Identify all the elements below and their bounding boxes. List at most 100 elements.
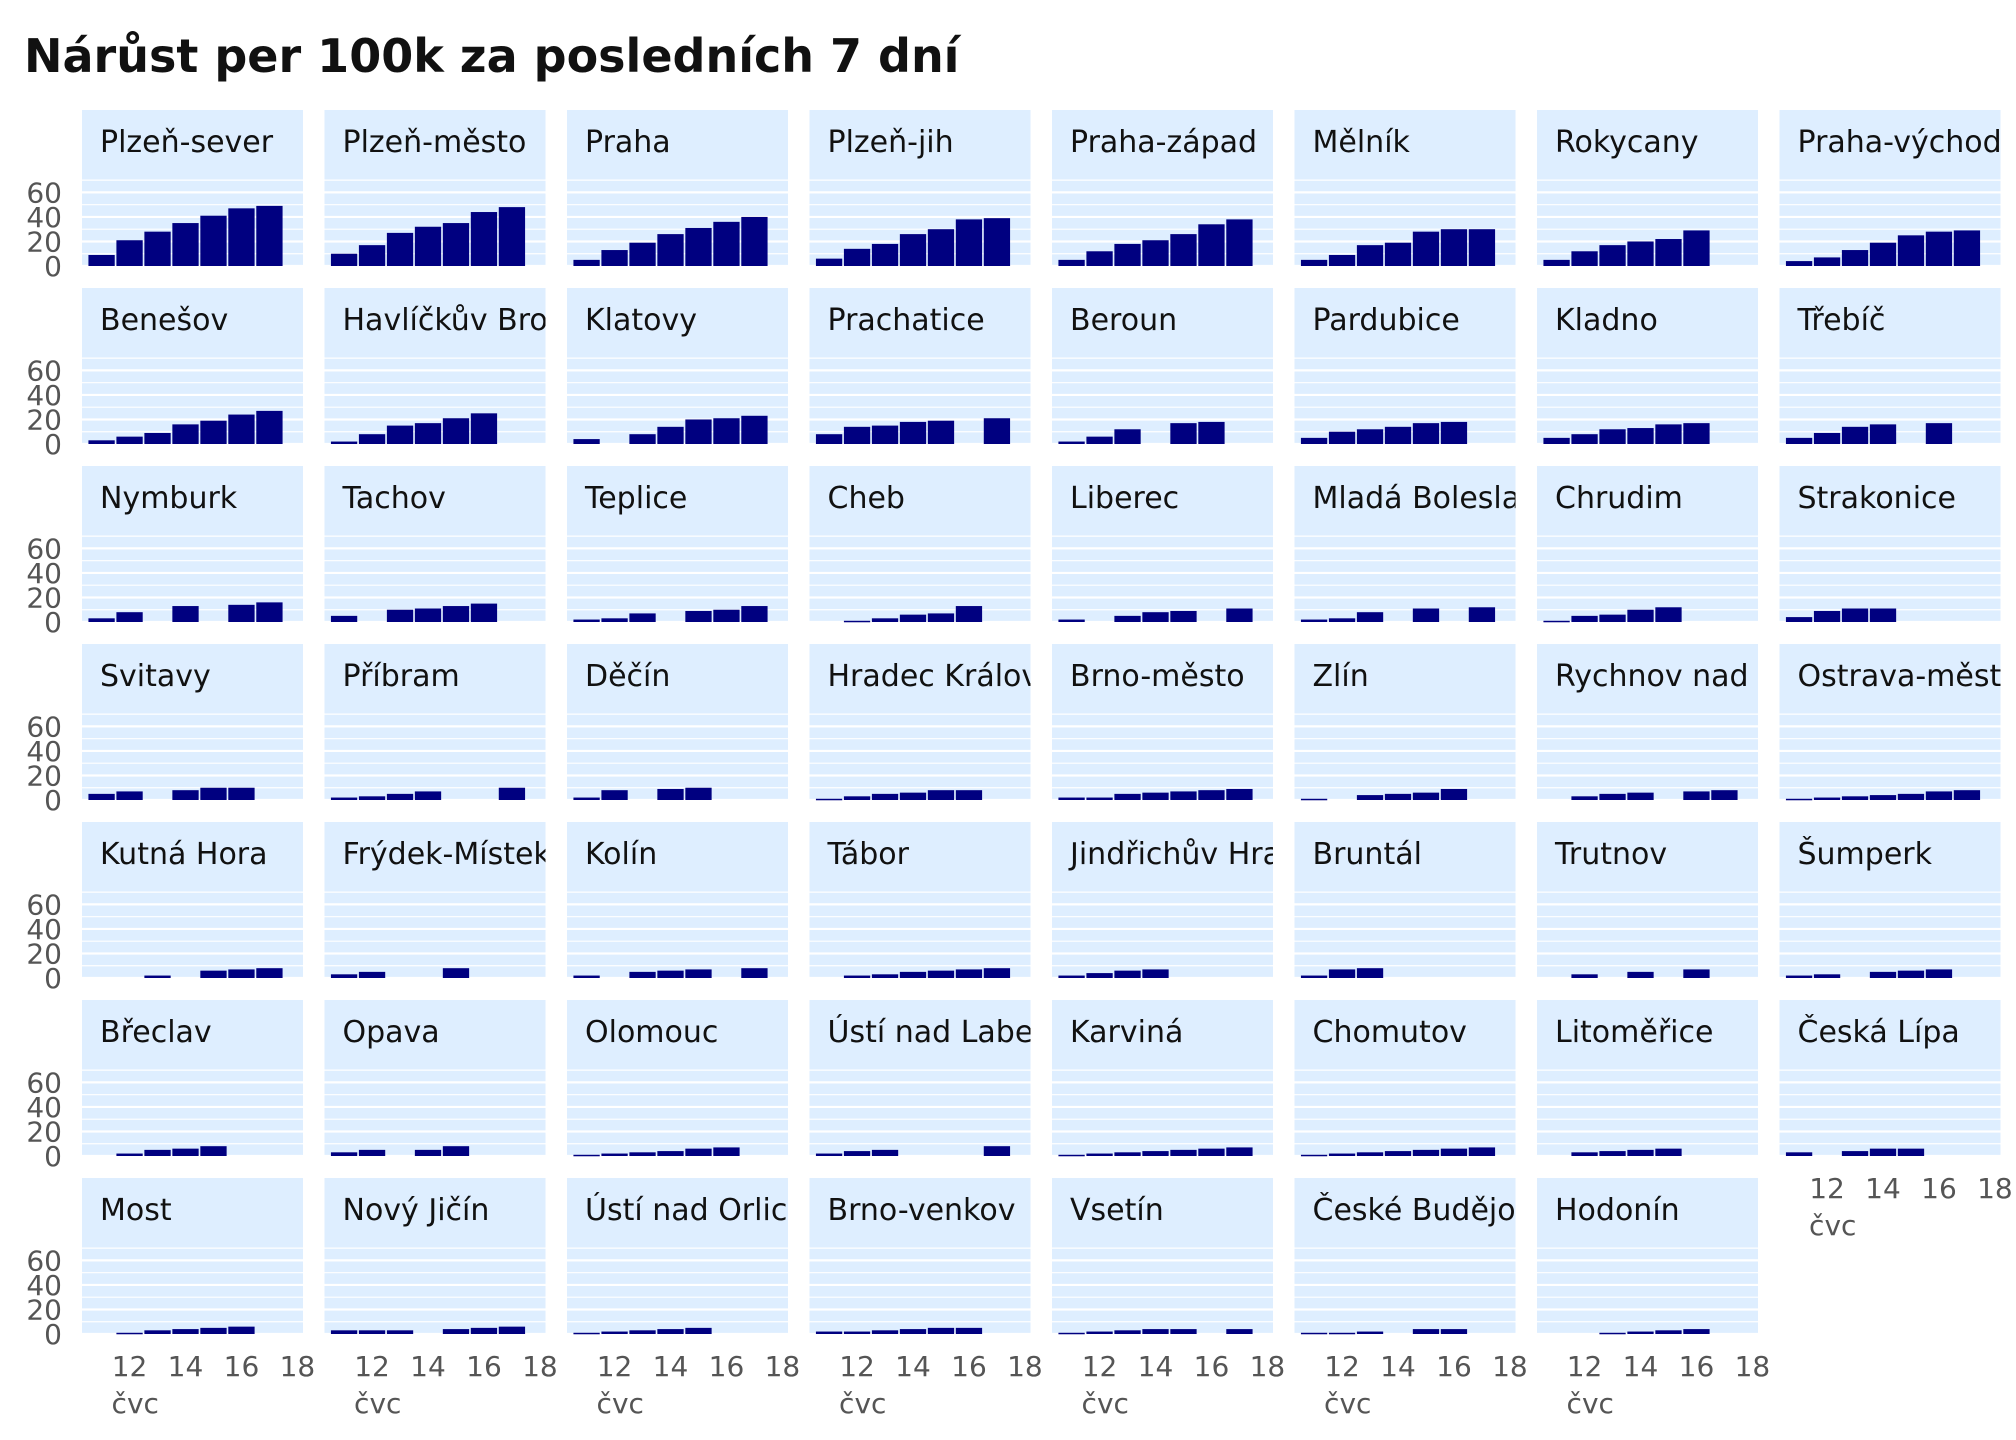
facet-panel: Bruntál [1294, 822, 1516, 980]
bar [815, 1331, 843, 1334]
bar [144, 231, 171, 266]
bar [1086, 797, 1113, 800]
y-tick-label: 0 [44, 1318, 62, 1351]
panel-label: Bruntál [1313, 837, 1422, 872]
x-month-label: čvc [1809, 1209, 1856, 1242]
bar [871, 425, 899, 444]
bar [1384, 1151, 1412, 1156]
bar [1655, 607, 1682, 622]
bar [88, 254, 115, 266]
bar [200, 215, 227, 266]
bar [629, 1330, 656, 1334]
facet-panel: Třebíč [1779, 288, 2001, 446]
bar [1328, 431, 1356, 444]
panel-label: Plzeň-jih [828, 125, 954, 160]
bar [657, 234, 684, 266]
bar [470, 413, 498, 444]
bar [1226, 608, 1253, 622]
x-tick-label: 12 [1082, 1350, 1118, 1383]
bar [1683, 969, 1710, 978]
bar [1785, 617, 1813, 622]
panel-background [1294, 822, 1516, 978]
bar [1328, 969, 1356, 978]
bar [1226, 1329, 1253, 1334]
bar [1627, 1331, 1654, 1334]
bar [629, 613, 656, 622]
bar [330, 441, 358, 444]
bar [1953, 230, 1981, 266]
bar [330, 253, 358, 266]
bar [1683, 423, 1710, 444]
panel-background [1052, 1178, 1273, 1334]
facet-panel: Beroun [1052, 288, 1273, 446]
bar [1086, 251, 1113, 266]
bar [414, 1149, 442, 1156]
panel-label: Olomouc [585, 1015, 718, 1050]
panel-label: Strakonice [1798, 481, 1956, 516]
bar [1198, 790, 1225, 800]
bar [1300, 619, 1328, 622]
panel-label: Tábor [827, 837, 910, 872]
panel-background [1294, 1000, 1516, 1156]
x-tick-label: 18 [765, 1350, 801, 1383]
panel-label: Vsetín [1070, 1193, 1164, 1228]
bar [1142, 612, 1169, 622]
bar [1058, 1332, 1085, 1335]
bar [1785, 1152, 1813, 1156]
bar [899, 614, 927, 622]
bar [815, 798, 843, 801]
x-tick-label: 12 [839, 1350, 875, 1383]
bar [573, 797, 600, 800]
bar [442, 606, 470, 622]
bar [713, 609, 740, 622]
panel-background [567, 1000, 788, 1156]
bar [843, 1151, 871, 1156]
x-tick-label: 18 [522, 1350, 558, 1383]
panel-background [567, 1178, 788, 1334]
bar [1925, 423, 1953, 444]
bar [1058, 259, 1085, 266]
bar [1170, 610, 1197, 622]
panel-label: Hradec Králové [828, 659, 1058, 694]
panel-background [1779, 822, 2001, 978]
bar [871, 243, 899, 266]
panel-label: Chomutov [1313, 1015, 1467, 1050]
panel-background [324, 644, 546, 800]
bar [1114, 1330, 1141, 1334]
bar [1468, 607, 1496, 622]
bar [330, 974, 358, 978]
panel-label: Rychnov nad Kněžnou [1555, 659, 1887, 694]
panel-label: Břeclav [100, 1015, 212, 1050]
bar [358, 971, 386, 978]
bar [1356, 245, 1384, 266]
bar [1841, 1151, 1869, 1156]
bar [1170, 791, 1197, 800]
facet-panel: Brno-venkov 12 14 16 18 čvc [809, 1178, 1043, 1420]
bar [1468, 1147, 1496, 1156]
x-tick-label: 18 [1007, 1350, 1043, 1383]
panel-background [1537, 466, 1758, 622]
panel-label: Brno-město [1070, 659, 1245, 694]
panel-label: Svitavy [100, 659, 211, 694]
bar [1627, 241, 1654, 266]
panel-label: Frýdek-Místek [343, 837, 552, 872]
bar [228, 604, 255, 622]
facet-panel: Olomouc [567, 1000, 788, 1158]
panel-label: Mělník [1313, 125, 1411, 160]
y-tick-label: 60 [26, 1244, 62, 1277]
bar [386, 425, 414, 444]
facet-panel: Ostrava-město [1779, 644, 2001, 802]
bar [1571, 974, 1598, 978]
bar [843, 620, 871, 623]
x-tick-label: 16 [709, 1350, 745, 1383]
facet-panel: Plzeň-město [324, 110, 546, 268]
panel-label: Kutná Hora [100, 837, 268, 872]
bar [228, 787, 255, 800]
bar [144, 1330, 171, 1334]
bar [116, 436, 143, 444]
bar [927, 420, 955, 444]
panel-background [1052, 1000, 1273, 1156]
panel-background [324, 822, 546, 978]
panel-label: Prachatice [828, 303, 985, 338]
